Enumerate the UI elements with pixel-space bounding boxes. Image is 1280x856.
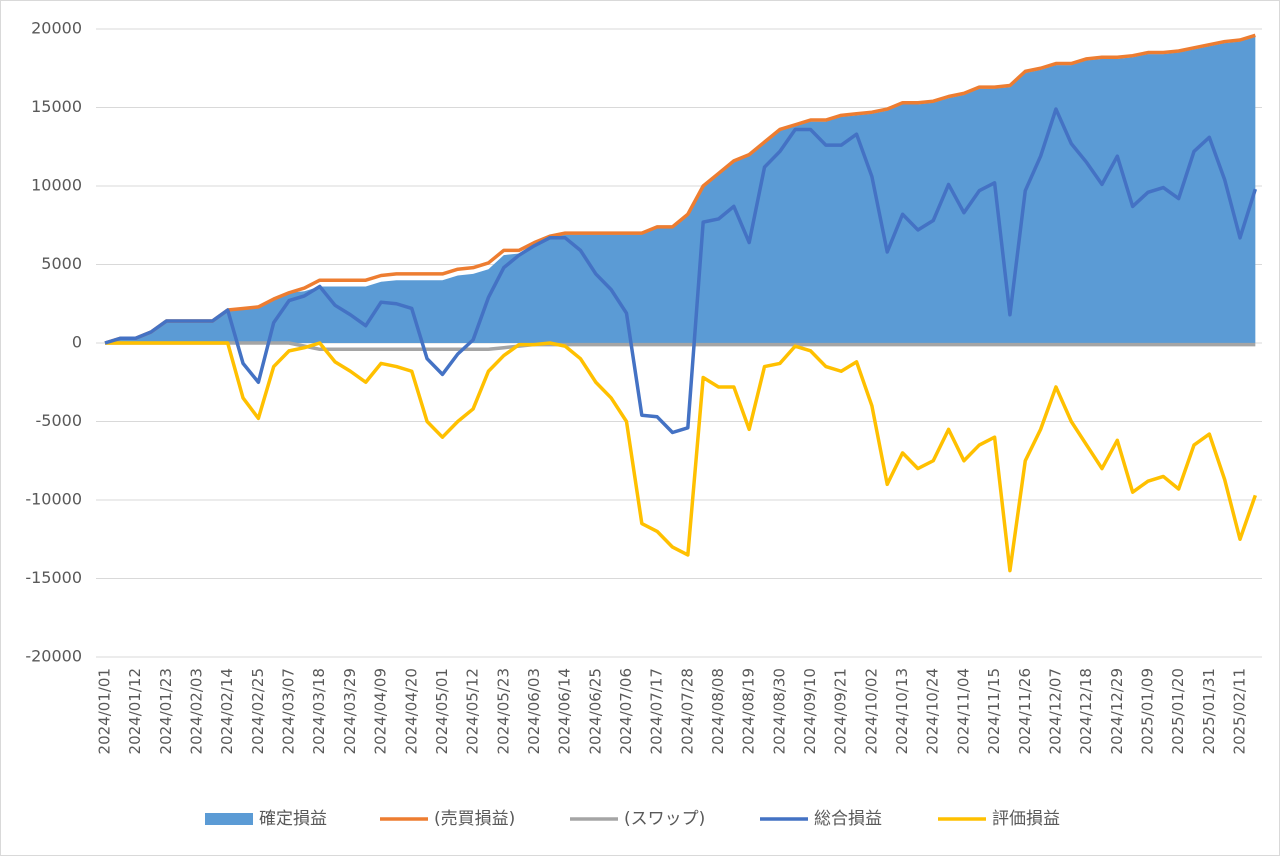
y-tick-label: -20000 <box>25 647 82 666</box>
x-tick-label: 2024/08/19 <box>740 668 758 754</box>
legend-label: (売買損益) <box>434 809 515 829</box>
x-tick-label: 2025/01/09 <box>1138 668 1156 754</box>
x-tick-label: 2024/06/14 <box>556 668 574 754</box>
x-tick-label: 2025/01/20 <box>1169 668 1187 754</box>
legend-label: 総合損益 <box>814 809 882 829</box>
x-tick-label: 2024/11/26 <box>1016 668 1034 754</box>
x-tick-label: 2024/06/25 <box>586 668 604 754</box>
x-tick-label: 2024/02/25 <box>249 668 267 754</box>
x-tick-label: 2024/07/28 <box>678 668 696 754</box>
line <box>104 33 1256 345</box>
y-tick-label: 15000 <box>31 97 82 116</box>
axes: -20000 -15000 -10000 -5000 0 5000 10000 15000 20… <box>25 19 1248 755</box>
y-tick-label: 5000 <box>41 254 82 273</box>
x-tick-label: 2024/09/21 <box>832 668 850 754</box>
x-tick-label: 2024/07/17 <box>648 668 666 754</box>
x-tick-label: 2024/10/24 <box>924 668 942 754</box>
area <box>105 36 1256 343</box>
line <box>105 341 1257 573</box>
x-tick-label: 2024/06/03 <box>525 668 543 754</box>
x-tick-label: 2024/05/01 <box>433 668 451 754</box>
line <box>105 341 1256 352</box>
x-tick-label: 2024/02/14 <box>218 668 236 754</box>
legend: 確定損益 (売買損益) (スワップ) 総合損益 評価損益 <box>205 809 1060 829</box>
legend-swatch <box>205 813 253 825</box>
x-tick-label: 2024/08/30 <box>770 668 788 754</box>
x-tick-label: 2025/02/11 <box>1231 668 1249 754</box>
x-tick-label: 2024/12/07 <box>1046 668 1064 754</box>
x-tick-label: 2024/08/08 <box>709 668 727 754</box>
x-tick-label: 2024/05/23 <box>494 668 512 754</box>
x-tick-label: 2024/05/12 <box>464 668 482 754</box>
y-tick-label: -10000 <box>25 490 82 509</box>
legend-label: 評価損益 <box>992 809 1060 829</box>
plot <box>104 33 1258 573</box>
x-tick-label: 2024/09/10 <box>801 668 819 754</box>
x-tick-label: 2024/11/04 <box>954 668 972 754</box>
x-tick-label: 2024/01/01 <box>96 668 114 754</box>
x-tick-label: 2024/10/13 <box>893 668 911 754</box>
x-tick-label: 2024/03/18 <box>310 668 328 754</box>
x-tick-label: 2024/04/09 <box>372 668 390 754</box>
x-tick-label: 2025/01/31 <box>1200 668 1218 754</box>
x-tick-label: 2024/11/15 <box>985 668 1003 754</box>
x-tick-label: 2024/12/18 <box>1077 668 1095 754</box>
line <box>104 107 1258 435</box>
y-tick-label: 10000 <box>31 176 82 195</box>
y-tick-label: 20000 <box>31 19 82 38</box>
x-tick-label: 2024/01/23 <box>157 668 175 754</box>
legend-label: 確定損益 <box>259 809 327 829</box>
x-tick-label: 2024/10/02 <box>862 668 880 754</box>
legend-label: (スワップ) <box>624 809 705 829</box>
x-tick-label: 2024/07/06 <box>617 668 635 754</box>
y-tick-label: -5000 <box>36 411 83 430</box>
x-tick-label: 2024/02/03 <box>188 668 206 754</box>
x-tick-label: 2024/01/12 <box>126 668 144 754</box>
x-tick-label: 2024/04/20 <box>402 668 420 754</box>
x-tick-label: 2024/03/07 <box>280 668 298 754</box>
y-tick-label: 0 <box>72 333 82 352</box>
y-tick-label: -15000 <box>25 568 82 587</box>
x-tick-label: 2024/12/29 <box>1108 668 1126 754</box>
x-tick-label: 2024/03/29 <box>341 668 359 754</box>
